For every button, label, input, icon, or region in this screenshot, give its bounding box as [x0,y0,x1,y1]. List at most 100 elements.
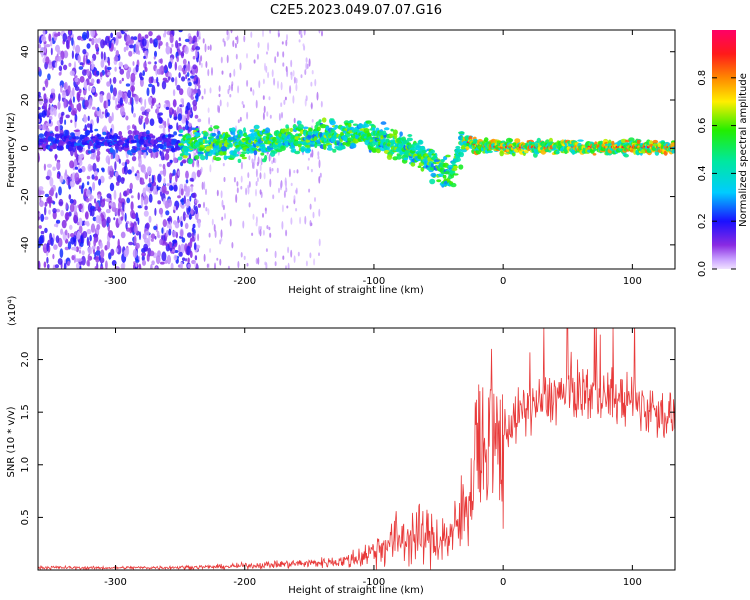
heatmap-cell [82,31,87,41]
heatmap-cell [177,65,183,71]
heatmap-cell [54,264,60,269]
heatmap-cell [184,109,189,115]
heatmap-cell [149,118,155,126]
heatmap-cell [243,35,246,43]
heatmap-cell [266,51,268,55]
heatmap-cell [255,216,258,224]
heatmap-cell [266,225,269,230]
heatmap-cell [96,70,100,76]
heatmap-cell [239,62,242,71]
heatmap-cell [147,61,152,65]
heatmap-cell [52,208,57,214]
heatmap-cell [134,173,137,177]
heatmap-cell [280,181,282,191]
heatmap-cell [124,212,127,222]
heatmap-cell [55,44,60,53]
colorbar-gradient [712,30,736,269]
heatmap-cell [75,143,82,146]
heatmap-cell [207,208,210,216]
heatmap-cell [350,143,357,149]
heatmap-cell [115,97,118,106]
heatmap-cell [263,172,266,180]
heatmap-cell [309,252,312,259]
heatmap-cell [67,260,71,267]
heatmap-cell [186,72,190,77]
heatmap-cell [188,82,192,87]
heatmap-cell [73,214,78,224]
heatmap-cell [172,239,178,244]
heatmap-cell [284,96,287,101]
heatmap-cell [417,165,422,168]
heatmap-cell [112,76,117,84]
heatmap-cell [174,250,179,253]
heatmap-cell [189,177,194,182]
heatmap-cell [113,140,117,143]
heatmap-cell [458,131,465,135]
heatmap-cell [185,74,188,80]
heatmap-cell [91,106,96,110]
heatmap-cell [144,205,148,211]
heatmap-cell [58,65,63,72]
heatmap-cell [48,119,52,124]
heatmap-cell [390,128,394,132]
heatmap-cell [323,144,327,150]
heatmap-cell [318,119,322,123]
heatmap-cell [115,152,118,162]
heatmap-cell [314,143,318,149]
heatmap-cell [182,257,186,262]
heatmap-cell [186,245,191,256]
y-tick-label: 20 [20,94,31,107]
heatmap-cell [297,133,302,137]
heatmap-cell [104,65,107,75]
heatmap-cell [172,99,177,108]
snr-y-axis-label: SNR (10 * v/v) [6,406,17,477]
heatmap-cell [68,30,72,35]
heatmap-cell [227,88,230,95]
heatmap-cell [299,216,302,225]
heatmap-cell [297,124,304,130]
heatmap-cell [54,134,60,139]
heatmap-cell [671,149,675,154]
heatmap-cell [90,208,95,217]
heatmap-cell [44,216,49,220]
heatmap-cell [277,80,279,90]
heatmap-cell [129,182,133,190]
heatmap-cell [64,119,67,125]
heatmap-cell [287,262,290,269]
heatmap-cell [151,260,155,266]
heatmap-cell [161,80,167,90]
heatmap-cell [169,34,174,44]
heatmap-cell [110,248,115,256]
heatmap-cell [130,72,136,83]
heatmap-cell [123,30,129,33]
heatmap-cell [253,150,258,156]
heatmap-cell [233,153,240,157]
heatmap-cell [79,265,82,269]
heatmap-cell [117,136,121,140]
heatmap-cell [162,167,167,177]
heatmap-cell [81,182,85,189]
heatmap-cell [47,135,54,142]
snr-background [38,328,675,570]
heatmap-cell [78,88,82,94]
heatmap-cell [305,148,312,152]
heatmap-cell [74,75,78,79]
heatmap-cell [146,253,150,262]
heatmap-cell [130,195,134,199]
heatmap-cell [158,163,162,167]
heatmap-cell [160,151,165,161]
heatmap-cell [88,38,92,42]
heatmap-cell [143,210,149,217]
heatmap-cell [156,35,162,41]
heatmap-cell [180,243,185,254]
heatmap-cell [73,129,81,132]
heatmap-cell [203,88,206,95]
heatmap-cell [248,202,251,208]
heatmap-cell [111,112,114,122]
heatmap-cell [403,157,409,161]
heatmap-cell [177,219,181,223]
heatmap-cell [182,154,188,159]
heatmap-cell [57,31,61,37]
heatmap-cell [302,43,305,47]
heatmap-cell [375,147,381,154]
